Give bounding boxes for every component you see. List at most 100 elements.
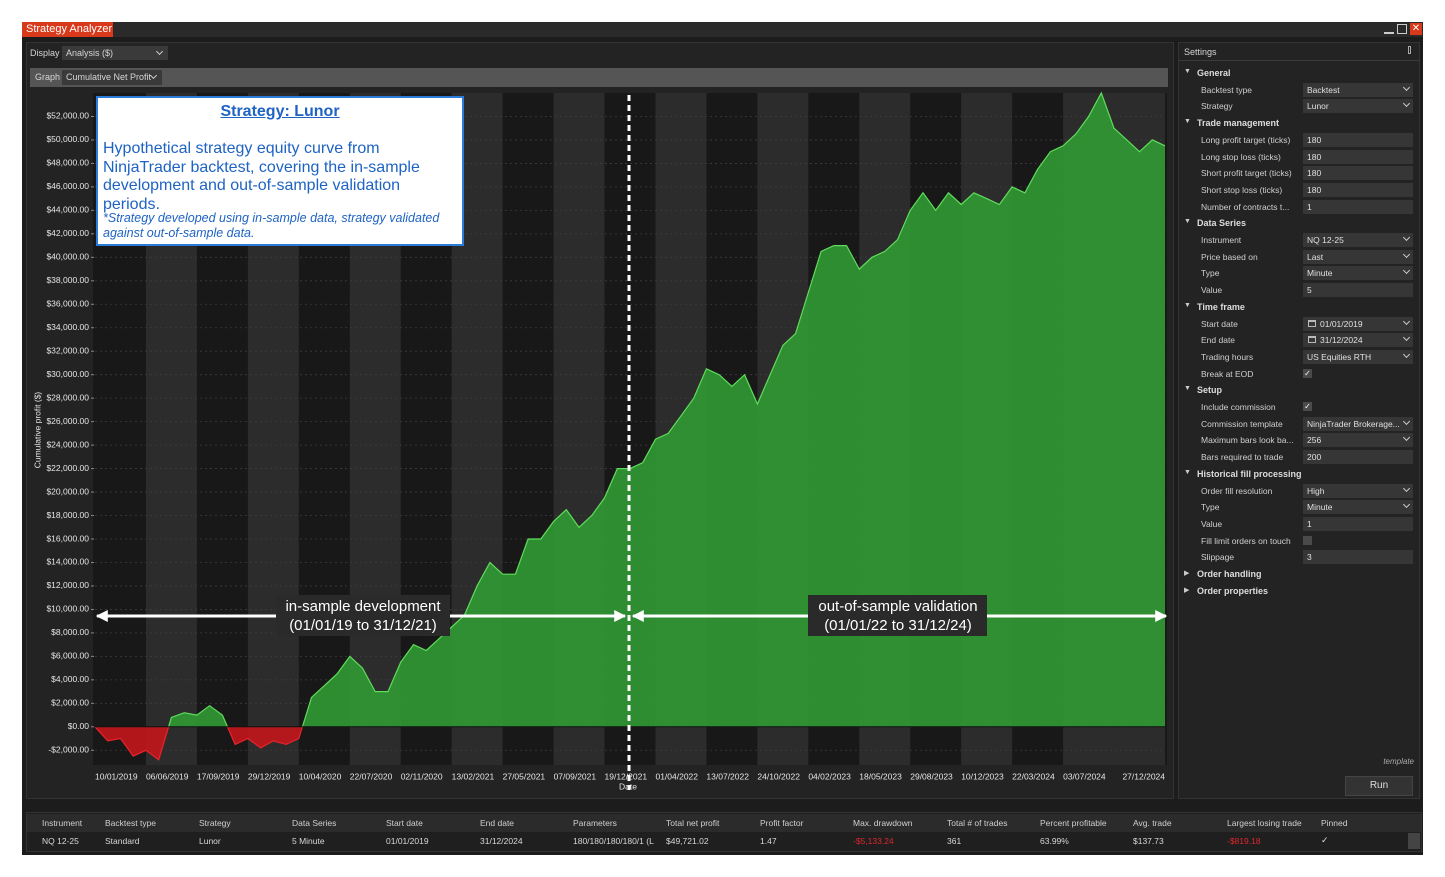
setting-field[interactable]	[1303, 483, 1413, 498]
setting-field[interactable]	[1303, 166, 1413, 181]
maximize-button[interactable]	[1397, 24, 1407, 34]
setting-field[interactable]	[1303, 149, 1413, 164]
setting-field[interactable]	[1303, 349, 1413, 364]
setting-value: NinjaTrader Brokerage...	[1307, 418, 1399, 429]
cell: $49,721.02	[666, 836, 709, 846]
close-button[interactable]: ✕	[1410, 23, 1422, 35]
setting-value: 200	[1307, 452, 1322, 463]
setting-field[interactable]	[1303, 316, 1413, 331]
column-header[interactable]: Parameters	[573, 818, 617, 828]
setting-label: Short stop loss (ticks)	[1201, 184, 1283, 195]
pinned-check[interactable]: ✓	[1321, 835, 1329, 845]
setting-label: Number of contracts t...	[1201, 201, 1290, 212]
y-tick-label: $26,000.00	[46, 416, 89, 426]
y-tick-label: $40,000.00	[46, 252, 89, 262]
section-toggle[interactable]: ▼	[1184, 301, 1191, 309]
x-tick-label: 10/12/2023	[961, 771, 1004, 781]
column-header[interactable]: Data Series	[292, 818, 337, 828]
column-header[interactable]: Total # of trades	[947, 818, 1008, 828]
section-toggle[interactable]: ▼	[1184, 218, 1191, 226]
y-tick-label: $4,000.00	[51, 674, 89, 684]
setting-field[interactable]	[1303, 266, 1413, 281]
setting-field[interactable]	[1303, 199, 1413, 214]
section-toggle[interactable]: ▼	[1184, 468, 1191, 476]
y-tick-label: -$2,000.00	[48, 745, 89, 755]
column-header[interactable]: Start date	[386, 818, 423, 828]
column-header[interactable]: Instrument	[42, 818, 83, 828]
checkbox[interactable]	[1303, 535, 1312, 545]
column-header[interactable]: Avg. trade	[1133, 818, 1172, 828]
section-toggle[interactable]: ▼	[1184, 68, 1191, 75]
scrollbar[interactable]	[1408, 833, 1420, 849]
setting-field[interactable]	[1303, 433, 1413, 448]
divider	[1178, 60, 1420, 61]
setting-field[interactable]	[1303, 500, 1413, 515]
section-title[interactable]: General	[1197, 68, 1231, 78]
section-toggle[interactable]: ▼	[1184, 118, 1191, 126]
column-header[interactable]: End date	[480, 818, 515, 828]
section-title[interactable]: Setup	[1197, 385, 1223, 396]
setting-field[interactable]	[1303, 333, 1413, 348]
column-header[interactable]: Profit factor	[760, 818, 804, 828]
setting-label: Break at EOD	[1201, 368, 1254, 379]
y-tick-label: $8,000.00	[51, 627, 89, 637]
column-header[interactable]: Backtest type	[105, 818, 157, 828]
column-header[interactable]: Pinned	[1321, 818, 1348, 828]
pin-icon[interactable]	[1408, 46, 1411, 54]
setting-field[interactable]	[1303, 182, 1413, 197]
setting-label: Value	[1201, 518, 1223, 529]
section-title[interactable]: Data Series	[1197, 218, 1247, 229]
setting-value: 31/12/2024	[1320, 335, 1363, 346]
setting-label: Fill limit orders on touch	[1201, 535, 1291, 546]
setting-value: 256	[1307, 435, 1322, 446]
x-tick-label: 06/06/2019	[146, 771, 189, 781]
setting-value: 01/01/2019	[1320, 318, 1363, 329]
display-dropdown[interactable]: Analysis ($)	[62, 46, 168, 60]
section-title[interactable]: Order handling	[1197, 569, 1262, 579]
section-toggle[interactable]: ▶	[1184, 570, 1190, 577]
column-header[interactable]: Largest losing trade	[1227, 818, 1302, 828]
setting-field[interactable]	[1303, 450, 1413, 465]
cell: -$5,133.24	[853, 836, 894, 846]
setting-field[interactable]	[1303, 233, 1413, 247]
setting-value: 1	[1307, 201, 1312, 212]
setting-field[interactable]	[1303, 249, 1413, 264]
section-toggle[interactable]: ▶	[1184, 586, 1190, 594]
setting-field[interactable]	[1303, 550, 1413, 565]
setting-value: Lunor	[1307, 101, 1329, 112]
template-label: template	[1383, 757, 1414, 766]
section-title[interactable]: Time frame	[1197, 301, 1245, 312]
graph-dropdown[interactable]: Cumulative Net Profit	[62, 70, 162, 85]
checkbox[interactable]: ✓	[1303, 402, 1312, 411]
minimize-button[interactable]	[1384, 25, 1394, 34]
setting-value: 180	[1307, 168, 1322, 179]
setting-label: Long profit target (ticks)	[1201, 134, 1291, 145]
section-title[interactable]: Order properties	[1197, 585, 1269, 596]
column-header[interactable]: Strategy	[199, 818, 231, 828]
setting-field[interactable]	[1303, 99, 1413, 114]
setting-field[interactable]	[1303, 82, 1413, 97]
column-header[interactable]: Total net profit	[666, 818, 720, 828]
period-label: (01/01/22 to 31/12/24)	[824, 617, 972, 634]
y-tick-label: $2,000.00	[51, 698, 89, 708]
section-toggle[interactable]: ▼	[1184, 385, 1191, 393]
setting-label: Start date	[1201, 318, 1238, 329]
checkbox[interactable]: ✓	[1303, 368, 1312, 378]
setting-field[interactable]	[1303, 283, 1413, 298]
column-header[interactable]: Max. drawdown	[853, 818, 913, 828]
area	[95, 93, 1165, 760]
column-header[interactable]: Percent profitable	[1040, 818, 1107, 828]
cell: 1.47	[760, 836, 777, 846]
y-tick-label: $50,000.00	[46, 134, 89, 144]
section-title[interactable]: Trade management	[1197, 118, 1280, 129]
run-button[interactable]: Run	[1345, 776, 1413, 796]
setting-field[interactable]	[1303, 516, 1413, 531]
x-tick-label: 29/12/2019	[248, 771, 291, 781]
setting-field[interactable]	[1303, 132, 1413, 147]
window-title[interactable]: Strategy Analyzer	[22, 22, 113, 37]
x-tick-label: 04/02/2023	[808, 771, 851, 781]
x-tick-label: 13/02/2021	[452, 771, 495, 781]
setting-value: 180	[1307, 134, 1322, 145]
setting-field[interactable]	[1303, 416, 1413, 431]
section-title[interactable]: Historical fill processing	[1197, 468, 1302, 479]
